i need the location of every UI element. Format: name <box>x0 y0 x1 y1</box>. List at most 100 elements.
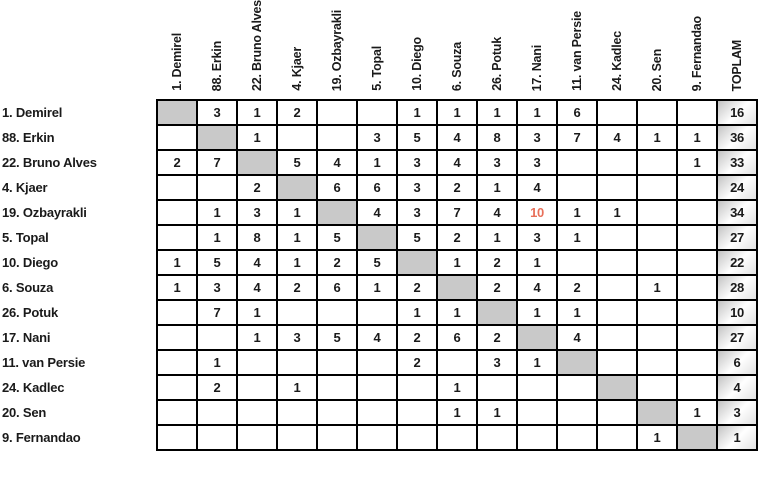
matrix-cell <box>636 299 678 327</box>
table-row: 5. Topal 1 8 1 5 5 2 1 3 1 27 <box>0 224 758 252</box>
matrix-cell <box>676 299 718 327</box>
matrix-cell <box>596 149 638 177</box>
matrix-cell: 2 <box>396 349 438 377</box>
matrix-cell <box>676 274 718 302</box>
matrix-cell: 1 <box>556 299 598 327</box>
matrix-cell: 4 <box>556 324 598 352</box>
matrix-cell: 1 <box>636 424 678 452</box>
matrix-cell: 5 <box>396 124 438 152</box>
total-column-header: TOPLAM <box>717 0 757 100</box>
matrix-cell <box>596 274 638 302</box>
matrix-cell <box>636 249 678 277</box>
table-row: 24. Kadlec 2 1 1 4 <box>0 374 758 402</box>
column-header: 20. Sen <box>637 0 677 100</box>
matrix-cell <box>476 424 518 452</box>
matrix-cell <box>156 199 198 227</box>
matrix-cell: 2 <box>196 374 238 402</box>
matrix-cell <box>316 99 358 127</box>
matrix-cell <box>596 99 638 127</box>
total-cell: 22 <box>716 249 758 277</box>
table-row: 6. Souza 1 3 4 2 6 1 2 2 4 2 1 28 <box>0 274 758 302</box>
diagonal-cell <box>636 399 678 427</box>
diagonal-cell <box>316 199 358 227</box>
matrix-cell <box>236 374 278 402</box>
column-header-label: 88. Erkin <box>209 40 224 92</box>
matrix-cell <box>356 99 398 127</box>
matrix-cell <box>196 174 238 202</box>
matrix-cell <box>676 99 718 127</box>
matrix-cell <box>276 349 318 377</box>
matrix-cell: 1 <box>436 399 478 427</box>
matrix-cell <box>196 424 238 452</box>
matrix-cell <box>316 299 358 327</box>
matrix-cell <box>316 124 358 152</box>
diagonal-cell <box>396 249 438 277</box>
row-label: 5. Topal <box>2 230 49 246</box>
column-header-label: 22. Bruno Alves <box>249 0 264 92</box>
matrix-cell <box>516 374 558 402</box>
matrix-cell <box>396 424 438 452</box>
matrix-cell <box>316 399 358 427</box>
matrix-cell <box>636 199 678 227</box>
row-label: 26. Potuk <box>2 305 58 321</box>
diagonal-cell <box>156 99 198 127</box>
matrix-cell <box>196 399 238 427</box>
row-label: 24. Kadlec <box>2 380 65 396</box>
matrix-cell: 3 <box>196 274 238 302</box>
column-header: 22. Bruno Alves <box>237 0 277 100</box>
matrix-cell <box>596 349 638 377</box>
matrix-cell: 3 <box>396 149 438 177</box>
matrix-cell <box>396 399 438 427</box>
matrix-cell: 2 <box>436 174 478 202</box>
table-row: 19. Ozbayrakli 1 3 1 4 3 7 4 10 1 1 34 <box>0 199 758 227</box>
matrix-cell <box>156 349 198 377</box>
matrix-cell: 4 <box>516 274 558 302</box>
matrix-cell <box>356 374 398 402</box>
matrix-cell <box>636 149 678 177</box>
table-row: 1. Demirel 3 1 2 1 1 1 1 6 16 <box>0 99 758 127</box>
header-row: 1. Demirel 88. Erkin 22. Bruno Alves 4. Kja… <box>0 0 757 100</box>
matrix-cell <box>676 199 718 227</box>
matrix-cell: 1 <box>436 299 478 327</box>
diagonal-cell <box>356 224 398 252</box>
matrix-cell <box>316 424 358 452</box>
matrix-cell <box>596 224 638 252</box>
matrix-cell: 1 <box>636 274 678 302</box>
matrix-cell <box>636 99 678 127</box>
matrix-cell: 2 <box>156 149 198 177</box>
row-label: 20. Sen <box>2 405 47 421</box>
table-row: 20. Sen 1 1 1 3 <box>0 399 758 427</box>
matrix-cell: 1 <box>516 249 558 277</box>
matrix-cell <box>556 374 598 402</box>
matrix-cell: 1 <box>636 124 678 152</box>
column-header: 5. Topal <box>357 0 397 100</box>
matrix-cell: 4 <box>316 149 358 177</box>
matrix-cell: 1 <box>396 299 438 327</box>
matrix-cell <box>276 299 318 327</box>
matrix-cell: 3 <box>396 174 438 202</box>
diagonal-cell <box>276 174 318 202</box>
matrix-cell: 4 <box>516 174 558 202</box>
table-row: 26. Potuk 7 1 1 1 1 1 10 <box>0 299 758 327</box>
matrix-cell: 1 <box>476 99 518 127</box>
matrix-cell <box>156 424 198 452</box>
matrix-cell <box>556 424 598 452</box>
matrix-cell: 2 <box>476 274 518 302</box>
matrix-cell: 1 <box>476 174 518 202</box>
matrix-cell <box>356 424 398 452</box>
matrix-cell: 6 <box>356 174 398 202</box>
matrix-cell: 1 <box>676 399 718 427</box>
matrix-cell: 5 <box>276 149 318 177</box>
matrix-cell: 1 <box>276 224 318 252</box>
column-header: 6. Souza <box>437 0 477 100</box>
column-header-label: 10. Diego <box>409 37 424 92</box>
total-cell: 16 <box>716 99 758 127</box>
diagonal-cell <box>556 349 598 377</box>
column-header: 11. van Persie <box>557 0 597 100</box>
matrix-cell: 1 <box>236 124 278 152</box>
matrix-cell: 3 <box>196 99 238 127</box>
matrix-cell <box>676 324 718 352</box>
table-row: 9. Fernandao 1 1 <box>0 424 758 452</box>
diagonal-cell <box>476 299 518 327</box>
matrix-cell: 6 <box>556 99 598 127</box>
